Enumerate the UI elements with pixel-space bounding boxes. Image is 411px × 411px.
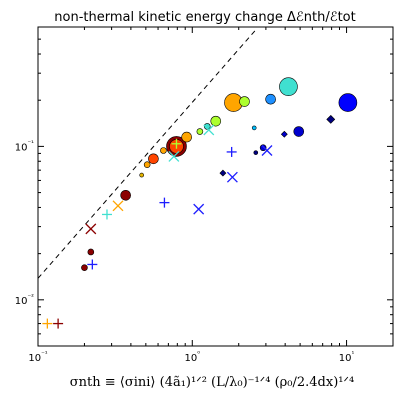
plus-point-4 — [171, 138, 182, 149]
circle-point-6 — [160, 147, 167, 154]
circle-point-4 — [143, 161, 151, 168]
reference-line-layer — [37, 28, 257, 279]
cross-point-1 — [112, 200, 124, 212]
circle-point-21 — [338, 93, 358, 112]
circle-point-10 — [196, 128, 204, 135]
reference-dashed-line — [37, 28, 257, 279]
circle-point-18 — [253, 150, 259, 155]
diamond-point-2 — [326, 114, 336, 124]
circle-point-5 — [148, 153, 159, 165]
circle-point-2 — [120, 189, 131, 201]
x-tick-label-1: 10⁰ — [185, 350, 201, 364]
circle-point-20 — [293, 126, 305, 137]
plus-point-2 — [87, 259, 98, 270]
cross-point-2 — [168, 150, 180, 162]
circle-point-17 — [279, 77, 298, 96]
y-tick-label-0: 10⁻² — [15, 293, 34, 307]
circle-point-15 — [251, 125, 257, 131]
circle-point-14 — [239, 96, 250, 107]
y-tick-label-1: 10⁻¹ — [15, 139, 34, 153]
cross-point-6 — [261, 145, 273, 156]
plus-point-5 — [159, 197, 170, 208]
cross-point-0 — [85, 223, 97, 235]
x-tick-label-0: 10⁻¹ — [28, 350, 47, 364]
axis-ticks: 10⁻¹ 10⁰ 10¹ 10⁻² 10⁻¹ — [15, 27, 394, 364]
circle-point-12 — [210, 115, 222, 127]
circle-point-11 — [203, 123, 211, 130]
x-tick-label-2: 10¹ — [339, 350, 355, 364]
diamond-point-0 — [219, 169, 227, 177]
plus-point-1 — [53, 318, 64, 329]
cross-point-4 — [193, 203, 205, 215]
chart-title: non-thermal kinetic energy change Δℰnth/… — [54, 10, 355, 25]
plot-frame — [37, 26, 394, 347]
cross-point-5 — [226, 171, 238, 183]
circle-point-3 — [139, 172, 144, 178]
plus-point-3 — [101, 209, 112, 220]
x-axis-label: σnth ≡ ⟨σini⟩ (4ã₁)¹ᐟ² (L/λ₀)⁻¹ᐟ⁴ (ρ₀/2.… — [70, 375, 354, 390]
diamond-point-1 — [280, 130, 288, 138]
cross-point-3 — [203, 124, 215, 136]
circle-point-19 — [259, 144, 267, 152]
plus-point-6 — [226, 146, 237, 157]
circle-point-1 — [87, 248, 95, 256]
data-points — [42, 77, 358, 329]
circle-point-0 — [81, 264, 88, 271]
plus-point-0 — [42, 318, 53, 329]
circle-point-9 — [181, 131, 192, 143]
circle-point-16 — [265, 93, 276, 105]
